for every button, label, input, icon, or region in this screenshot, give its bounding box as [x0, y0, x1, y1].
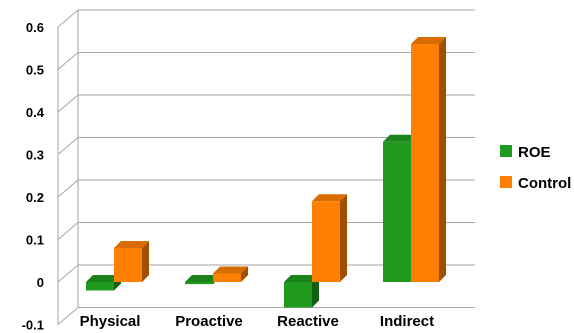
y-axis-ticks: 0.6 0.5 0.4 0.3 0.2 0.1 0 -0.1 [22, 20, 45, 333]
bar-top-face [213, 266, 248, 274]
bar-front-face [86, 282, 114, 291]
x-category-label: Reactive [277, 313, 339, 330]
legend-swatch-roe [500, 145, 512, 157]
x-category-label: Indirect [380, 313, 434, 330]
bar-top-face [185, 275, 220, 282]
x-category-label: Proactive [175, 313, 243, 330]
bar-top-face [114, 241, 149, 248]
bar-side-face [142, 241, 149, 282]
bar-top-face [86, 275, 121, 282]
bar-side-face [312, 275, 319, 308]
bar-front-face [411, 44, 439, 282]
bar-side-face [340, 194, 347, 282]
gridline [57, 9, 475, 28]
legend-label-control: Control [518, 175, 571, 192]
legend-swatch-control [500, 176, 512, 188]
bar-top-face [383, 134, 418, 142]
gridlines [57, 9, 475, 325]
y-tick-label: 0.5 [26, 63, 44, 78]
bar-front-face [383, 141, 411, 282]
y-tick-label: 0.4 [26, 105, 45, 120]
y-tick-label: 0.1 [26, 233, 44, 248]
bar-control-physical [114, 241, 149, 282]
bar-top-face [284, 275, 319, 282]
x-category-label: Physical [80, 313, 141, 330]
x-axis-categories: Physical Proactive Reactive Indirect [80, 313, 435, 330]
bar-side-face [241, 266, 248, 282]
bars [86, 37, 446, 308]
bar-roe-reactive [284, 275, 319, 308]
bar-top-face [312, 194, 347, 202]
y-tick-label: 0.3 [26, 148, 44, 163]
bar-front-face [114, 248, 142, 282]
bar-control-reactive [312, 194, 347, 282]
bar-control-proactive [213, 266, 248, 282]
bar-front-face [312, 201, 340, 282]
bar-front-face [185, 282, 213, 285]
bar-top-face [411, 37, 446, 44]
y-tick-label: 0.6 [26, 20, 44, 35]
bar-front-face [284, 282, 312, 308]
y-tick-label: -0.1 [22, 318, 44, 333]
y-tick-label: 0 [37, 275, 44, 290]
bar-side-face [439, 37, 446, 282]
legend-label-roe: ROE [518, 144, 551, 161]
bar-control-indirect [411, 37, 446, 282]
y-tick-label: 0.2 [26, 190, 44, 205]
bar-front-face [213, 273, 241, 282]
legend: ROE Control [500, 144, 571, 192]
